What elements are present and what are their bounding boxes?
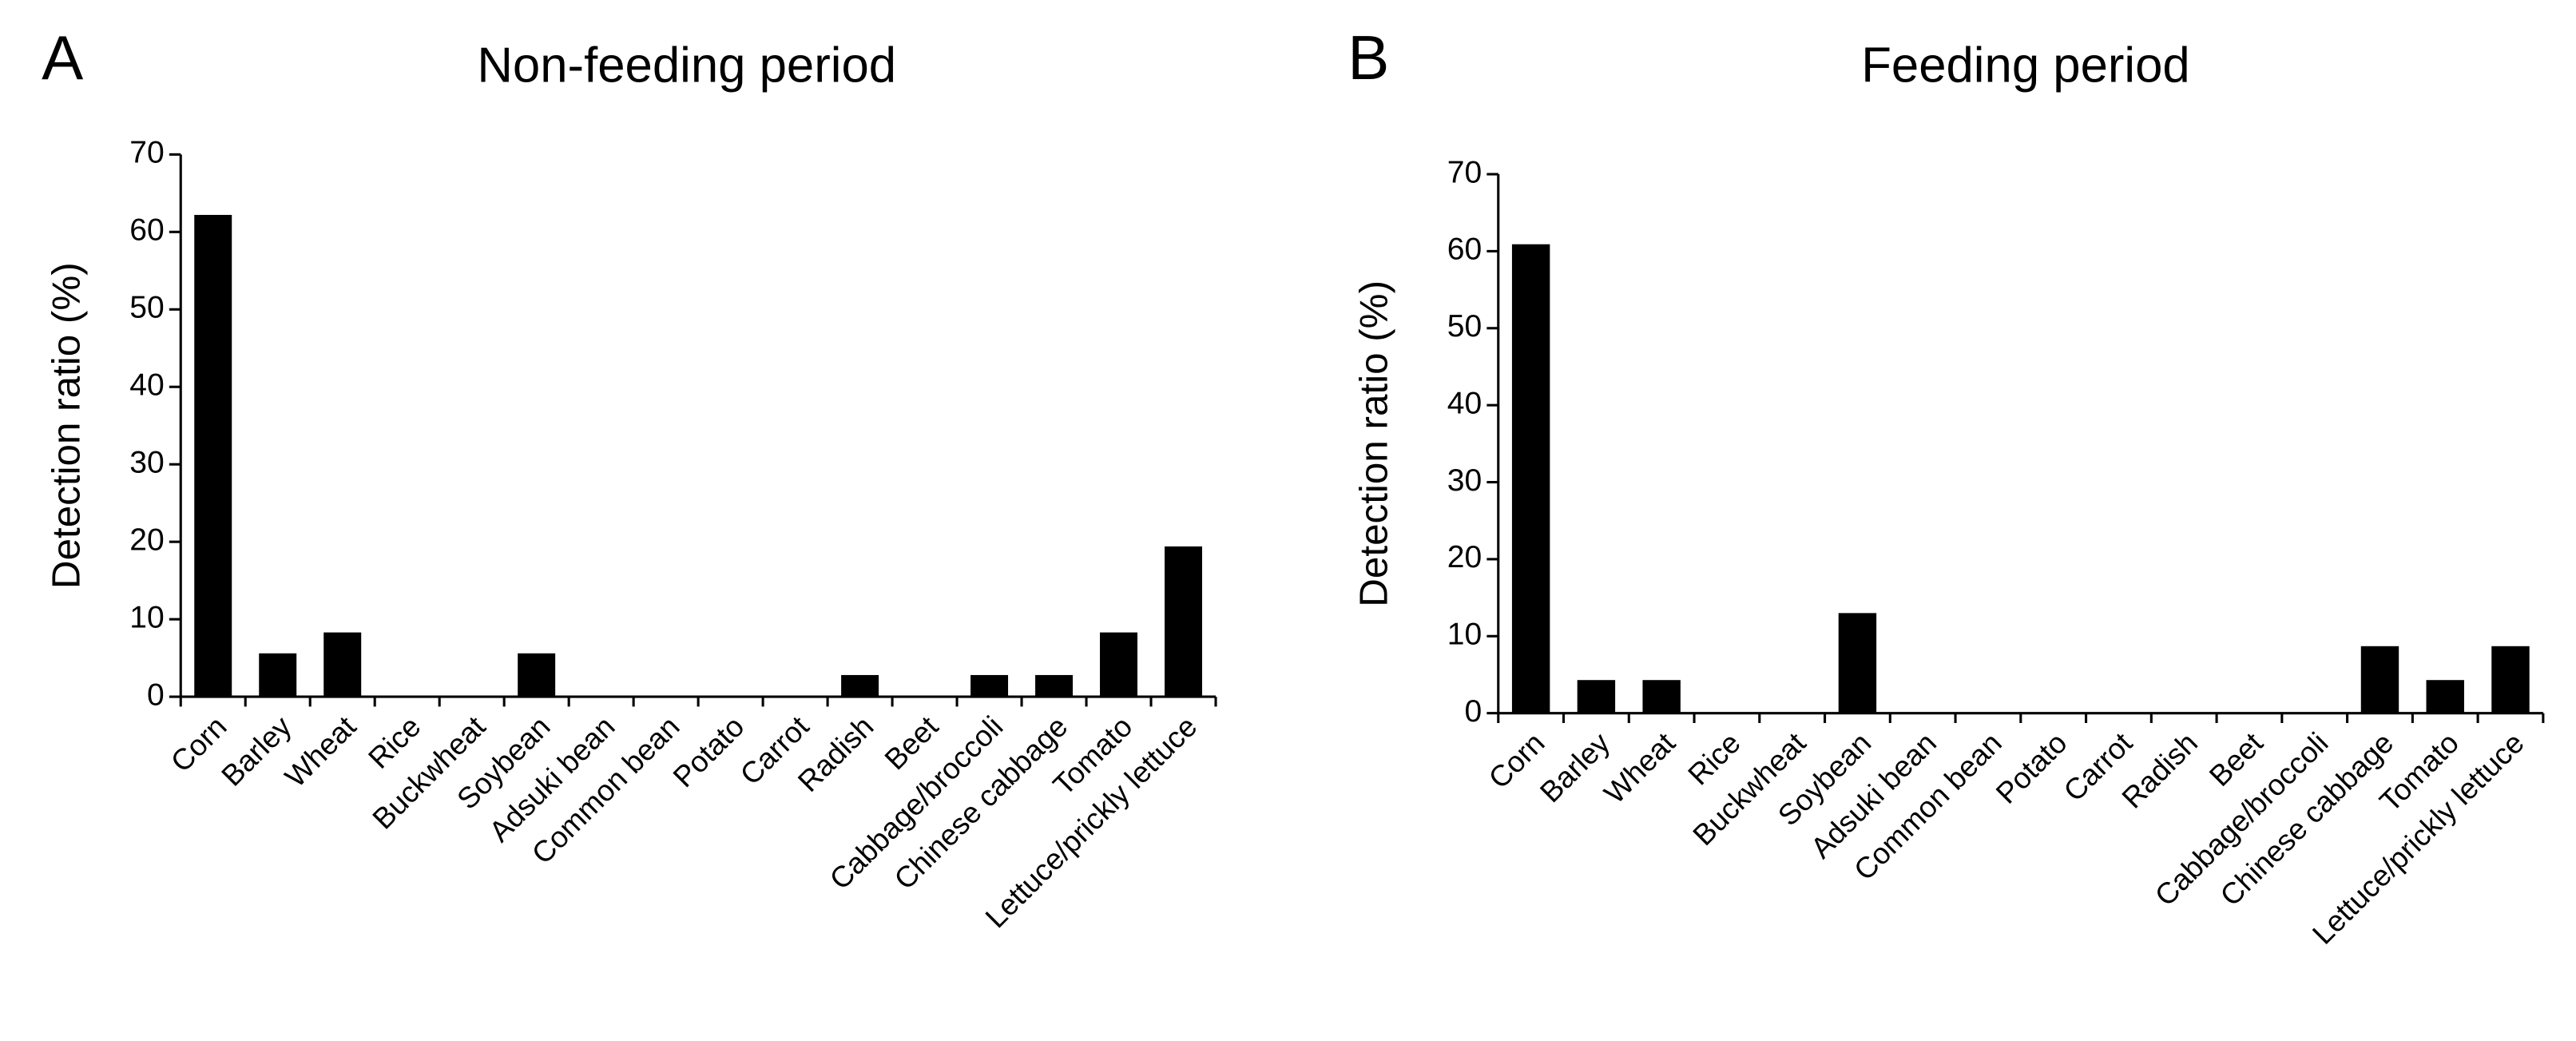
bar (1165, 546, 1202, 697)
y-tick-label: 0 (1464, 694, 1482, 729)
bar (194, 214, 232, 697)
y-tick-label: 0 (147, 677, 165, 712)
bar (1838, 613, 1877, 713)
y-tick-label: 10 (129, 600, 164, 634)
y-tick-label: 30 (129, 446, 164, 480)
bar (2491, 646, 2530, 713)
x-tick-label: Wheat (1598, 725, 1682, 810)
y-tick-label: 50 (1447, 309, 1482, 344)
y-axis-label: Detection ratio (%) (1352, 280, 1396, 607)
x-tick-label: Barley (215, 709, 298, 793)
bar (2426, 680, 2464, 713)
x-tick-label: Wheat (278, 709, 363, 793)
panel-label: A (42, 22, 83, 93)
chart-title: Non-feeding period (477, 38, 896, 93)
bar (1642, 680, 1681, 713)
panel-label: B (1348, 22, 1389, 93)
y-tick-label: 30 (1447, 463, 1482, 498)
bar (1511, 244, 1550, 713)
y-tick-label: 40 (1447, 386, 1482, 420)
bar (1035, 674, 1074, 697)
y-tick-label: 50 (129, 291, 164, 325)
y-tick-label: 70 (129, 136, 164, 170)
y-tick-label: 20 (1447, 540, 1482, 574)
x-tick-label: Barley (1533, 725, 1616, 809)
y-tick-label: 10 (1447, 618, 1482, 652)
bar (1577, 680, 1616, 713)
bar (518, 653, 556, 697)
bar (841, 674, 879, 697)
bar (2360, 646, 2399, 713)
y-tick-label: 60 (1447, 232, 1482, 267)
chart-title: Feeding period (1861, 38, 2190, 93)
y-tick-label: 70 (1447, 155, 1482, 189)
y-tick-label: 20 (129, 522, 164, 557)
x-tick-label: Potato (1989, 725, 2073, 809)
bar (970, 674, 1009, 697)
y-tick-label: 60 (129, 213, 164, 248)
bar (259, 653, 297, 697)
y-tick-label: 40 (129, 368, 164, 403)
y-axis-label: Detection ratio (%) (44, 262, 88, 589)
bar (1100, 632, 1138, 697)
bar (323, 632, 362, 697)
x-tick-label: Potato (666, 709, 750, 793)
